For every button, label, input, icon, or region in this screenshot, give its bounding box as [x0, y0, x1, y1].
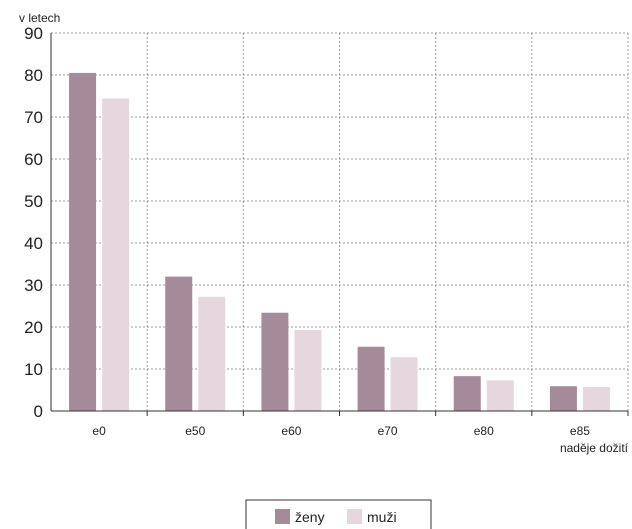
- y-tick-label: 90: [24, 24, 43, 43]
- legend-box: [246, 500, 431, 529]
- bar: [358, 347, 385, 411]
- legend-label: muži: [367, 509, 397, 525]
- y-tick-label: 70: [24, 108, 43, 127]
- legend-swatch: [347, 509, 362, 524]
- x-tick-label: e0: [92, 424, 106, 438]
- y-tick-label: 0: [34, 402, 43, 421]
- x-tick-label: e70: [378, 424, 398, 438]
- y-tick-label: 80: [24, 66, 43, 85]
- x-tick-label: e80: [474, 424, 494, 438]
- bar: [454, 376, 481, 411]
- y-tick-label: 30: [24, 276, 43, 295]
- y-tick-label: 40: [24, 234, 43, 253]
- bar: [261, 313, 288, 411]
- x-tick-label: e60: [281, 424, 301, 438]
- x-tick-label: e50: [185, 424, 205, 438]
- y-tick-label: 10: [24, 360, 43, 379]
- bar: [391, 357, 418, 411]
- x-axis-label: naděje dožití: [560, 441, 629, 455]
- x-tick-label: e85: [570, 424, 590, 438]
- y-tick-label: 60: [24, 150, 43, 169]
- bar: [69, 73, 96, 411]
- bar: [102, 99, 129, 411]
- legend: ženy muži: [246, 500, 431, 529]
- bar: [165, 277, 192, 411]
- y-tick-label: 50: [24, 192, 43, 211]
- bar: [198, 297, 225, 411]
- y-tick-label: 20: [24, 318, 43, 337]
- bar: [294, 330, 321, 411]
- y-axis-label: v letech: [19, 11, 60, 25]
- grid: [51, 33, 628, 411]
- legend-swatch: [275, 509, 290, 524]
- legend-label: ženy: [295, 509, 325, 525]
- bar: [550, 386, 577, 411]
- bar: [583, 387, 610, 411]
- bar: [487, 380, 514, 411]
